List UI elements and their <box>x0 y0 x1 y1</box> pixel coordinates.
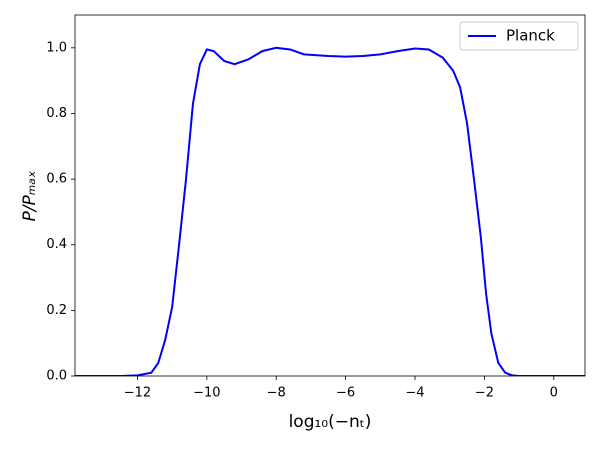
legend-label: Planck <box>506 27 555 45</box>
y-tick-label: 0.8 <box>46 106 67 121</box>
x-tick-label: −2 <box>475 386 494 401</box>
y-axis-label: P/Pₘₐₓ <box>20 170 40 221</box>
y-tick-label: 1.0 <box>46 40 67 55</box>
x-tick-label: −4 <box>405 386 424 401</box>
x-tick-label: −8 <box>267 386 286 401</box>
y-tick-label: 0.2 <box>46 303 67 318</box>
x-tick-label: −10 <box>193 386 220 401</box>
x-tick-label: −12 <box>124 386 151 401</box>
line <box>75 46 585 376</box>
y-tick-label: 0.6 <box>46 172 67 187</box>
plot-frame <box>74 14 586 377</box>
legend-box <box>459 21 579 51</box>
y-tick-label: 0.0 <box>46 369 67 384</box>
x-tick-label: −6 <box>336 386 355 401</box>
y-tick-label: 0.4 <box>46 237 67 252</box>
x-axis-label: log₁₀(−nₜ) <box>289 412 372 432</box>
x-tick-label: 0 <box>550 386 558 401</box>
